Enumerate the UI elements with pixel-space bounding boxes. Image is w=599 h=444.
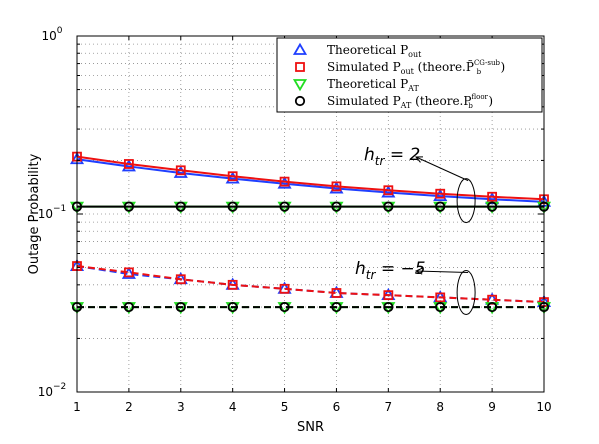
data-point xyxy=(435,292,446,303)
axis-ticks: 1 2 3 4 5 6 7 8 9 10 10−2 10−1 100 xyxy=(38,26,552,414)
x-tick-label: 7 xyxy=(385,400,393,414)
data-point xyxy=(383,185,394,196)
data-point xyxy=(435,301,446,313)
series-htr-5-simulated_out xyxy=(72,261,549,307)
arrow-htr-minus5 xyxy=(414,267,469,275)
y-tick-label: 10−2 xyxy=(38,382,67,399)
data-point xyxy=(227,279,238,290)
data-point xyxy=(329,181,344,194)
x-tick-label: 10 xyxy=(536,400,551,414)
data-point xyxy=(121,159,136,172)
legend-entry: Theoretical PAT xyxy=(292,77,420,93)
data-point xyxy=(227,301,238,313)
ellipse-htr-2 xyxy=(456,178,476,224)
legend-label: Theoretical Pout xyxy=(327,43,422,59)
data-point xyxy=(175,301,186,313)
arrow-htr-2 xyxy=(414,156,469,182)
data-point xyxy=(279,201,290,212)
data-point xyxy=(383,290,394,301)
legend-marker xyxy=(292,42,308,55)
data-point xyxy=(435,201,446,212)
arrow-head xyxy=(414,156,424,163)
data-point xyxy=(173,165,188,178)
x-tick-label: 2 xyxy=(125,400,133,414)
data-point xyxy=(331,288,342,298)
data-point xyxy=(175,165,186,176)
x-tick-label: 4 xyxy=(229,400,237,414)
y-tick-label: 100 xyxy=(41,26,62,43)
annotations: htr = 2 htr = −5 xyxy=(355,145,476,316)
x-tick-label: 1 xyxy=(73,400,81,414)
series-line xyxy=(76,265,545,304)
data-point xyxy=(227,201,238,212)
data-point xyxy=(279,176,290,187)
arrow-shaft xyxy=(415,270,469,274)
series-line xyxy=(76,155,545,201)
legend-label: Simulated PAT (theore.Pfloor b) xyxy=(327,93,493,110)
annotation-htr-2: htr = 2 xyxy=(364,145,420,168)
data-point xyxy=(433,188,448,202)
series-line xyxy=(76,158,545,203)
legend-label: Simulated Pout (theore.P̃CG-sub b) xyxy=(327,59,505,76)
legend-marker xyxy=(294,95,306,107)
series-layer xyxy=(69,151,552,315)
data-point xyxy=(331,181,342,192)
ellipse-htr-minus5 xyxy=(456,270,476,316)
arrow-head xyxy=(414,267,423,275)
data-point xyxy=(487,201,498,212)
data-point xyxy=(225,171,240,184)
data-point xyxy=(331,301,342,313)
legend-label: Theoretical PAT xyxy=(327,77,420,93)
data-point xyxy=(277,176,292,189)
data-point xyxy=(383,201,394,212)
x-axis-label: SNR xyxy=(297,420,324,435)
data-point xyxy=(123,301,134,313)
data-point xyxy=(123,267,134,278)
data-point xyxy=(279,283,290,294)
x-tick-label: 8 xyxy=(436,400,444,414)
data-point xyxy=(227,171,238,182)
legend-entry: Simulated Pout (theore.P̃CG-sub b) xyxy=(295,59,505,76)
x-tick-label: 5 xyxy=(281,400,289,414)
legend-entry: Theoretical Pout xyxy=(292,42,422,59)
grid xyxy=(77,36,544,392)
data-point xyxy=(487,301,498,313)
data-point xyxy=(123,201,134,212)
x-tick-label: 6 xyxy=(333,400,341,414)
data-point xyxy=(487,191,498,202)
x-tick-label: 3 xyxy=(177,400,185,414)
series-htr2-theoretical_out xyxy=(69,151,552,207)
y-axis-label: Outage Probability xyxy=(27,153,42,274)
data-point xyxy=(331,201,342,212)
data-point xyxy=(279,301,290,313)
legend-box xyxy=(276,37,543,113)
data-point xyxy=(175,201,186,212)
data-point xyxy=(123,159,134,169)
y-tick-label: 10−1 xyxy=(38,204,67,221)
legend-entry: Simulated PAT (theore.Pfloor b) xyxy=(294,93,493,110)
data-point xyxy=(383,301,394,313)
legend-marker xyxy=(295,62,305,72)
data-point xyxy=(175,274,186,285)
data-point xyxy=(381,185,396,198)
arrow-shaft xyxy=(415,156,469,182)
annotation-htr-minus5: htr = −5 xyxy=(355,259,426,282)
legend-marker xyxy=(292,79,308,92)
x-tick-label: 9 xyxy=(488,400,496,414)
data-point xyxy=(435,188,446,199)
